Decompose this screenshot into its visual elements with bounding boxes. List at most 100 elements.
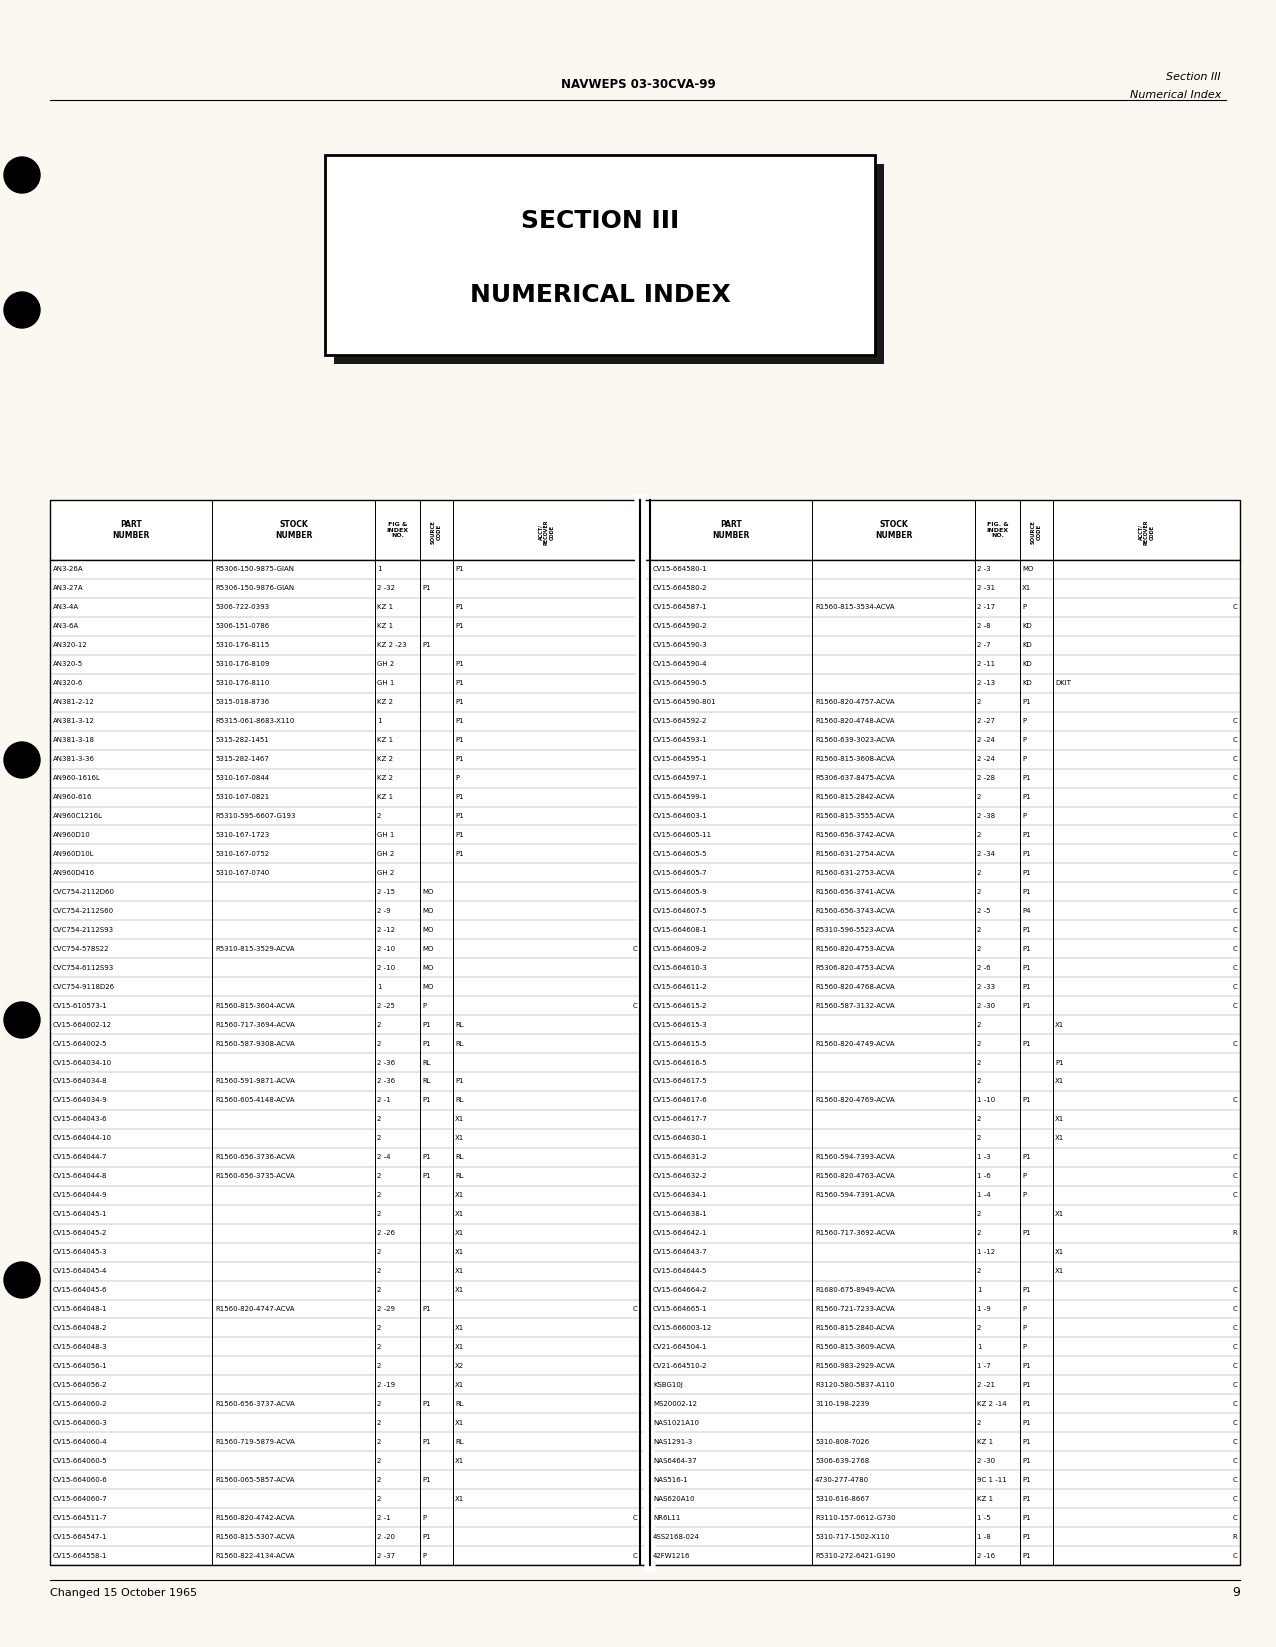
- Text: R5306-637-8475-ACVA: R5306-637-8475-ACVA: [815, 776, 894, 781]
- Text: 2 -1: 2 -1: [376, 1515, 390, 1520]
- Text: R1560-587-9308-ACVA: R1560-587-9308-ACVA: [214, 1041, 295, 1046]
- Text: RL: RL: [456, 1041, 463, 1046]
- Text: RL: RL: [456, 1097, 463, 1103]
- Text: 5310-167-0752: 5310-167-0752: [214, 851, 269, 856]
- Text: X1: X1: [456, 1420, 464, 1426]
- Text: RL: RL: [422, 1079, 430, 1084]
- Text: Numerical Index: Numerical Index: [1129, 91, 1221, 100]
- Text: AN960-616: AN960-616: [54, 794, 92, 800]
- Text: RL: RL: [456, 1155, 463, 1159]
- Text: X1: X1: [1055, 1021, 1064, 1028]
- Text: R1560-820-4749-ACVA: R1560-820-4749-ACVA: [815, 1041, 894, 1046]
- Text: 2 -24: 2 -24: [977, 756, 995, 763]
- Text: KD: KD: [1022, 642, 1032, 649]
- Text: X1: X1: [456, 1382, 464, 1388]
- Text: R1560-822-4134-ACVA: R1560-822-4134-ACVA: [214, 1553, 295, 1558]
- Text: C: C: [1233, 1192, 1236, 1199]
- Text: 1 -8: 1 -8: [977, 1533, 990, 1540]
- Text: R1560-605-4148-ACVA: R1560-605-4148-ACVA: [214, 1097, 295, 1103]
- Text: C: C: [1233, 907, 1236, 914]
- Text: NAVWEPS 03-30CVA-99: NAVWEPS 03-30CVA-99: [560, 79, 716, 92]
- Text: CVC754-6112S93: CVC754-6112S93: [54, 965, 115, 970]
- Text: AN960-1616L: AN960-1616L: [54, 776, 101, 781]
- Text: 2 -10: 2 -10: [376, 965, 396, 970]
- Text: P1: P1: [422, 1306, 430, 1313]
- Text: P: P: [422, 1515, 426, 1520]
- Text: GH 2: GH 2: [376, 870, 394, 876]
- Text: X1: X1: [1055, 1268, 1064, 1275]
- Text: C: C: [1233, 870, 1236, 876]
- Text: 2 -5: 2 -5: [977, 907, 990, 914]
- Text: 4730-277-4780: 4730-277-4780: [815, 1477, 869, 1482]
- Text: 2 -17: 2 -17: [977, 604, 995, 611]
- Text: R: R: [1233, 1533, 1236, 1540]
- Text: R5310-272-6421-G190: R5310-272-6421-G190: [815, 1553, 896, 1558]
- Text: 2: 2: [977, 1059, 981, 1066]
- Text: R1560-815-2840-ACVA: R1560-815-2840-ACVA: [815, 1324, 894, 1331]
- Text: C: C: [1233, 889, 1236, 894]
- Text: P1: P1: [1022, 1097, 1031, 1103]
- Text: CV15-664603-1: CV15-664603-1: [653, 814, 708, 819]
- Circle shape: [4, 1001, 40, 1038]
- Text: 2 -6: 2 -6: [977, 965, 990, 970]
- Text: X1: X1: [1022, 585, 1031, 591]
- Text: CV15-664590-4: CV15-664590-4: [653, 662, 707, 667]
- Text: X1: X1: [456, 1117, 464, 1122]
- Text: P1: P1: [1022, 1495, 1031, 1502]
- Text: R1560-065-5857-ACVA: R1560-065-5857-ACVA: [214, 1477, 295, 1482]
- Text: NR6L11: NR6L11: [653, 1515, 680, 1520]
- Text: STOCK
NUMBER: STOCK NUMBER: [274, 520, 313, 540]
- Text: 2: 2: [376, 1458, 382, 1464]
- Text: P1: P1: [1022, 1553, 1031, 1558]
- Text: 2 -8: 2 -8: [977, 623, 990, 629]
- Text: P: P: [1022, 1344, 1026, 1351]
- Text: MO: MO: [422, 907, 434, 914]
- Text: RL: RL: [456, 1402, 463, 1407]
- Text: 5310-808-7026: 5310-808-7026: [815, 1439, 869, 1444]
- Text: ACCT/
RECOVER
CODE: ACCT/ RECOVER CODE: [538, 519, 555, 545]
- Text: P1: P1: [422, 1097, 430, 1103]
- Text: CV15-664615-3: CV15-664615-3: [653, 1021, 708, 1028]
- Text: 2: 2: [376, 1192, 382, 1199]
- Text: CV15-664045-3: CV15-664045-3: [54, 1248, 107, 1255]
- Text: RL: RL: [456, 1439, 463, 1444]
- Text: P1: P1: [1022, 1533, 1031, 1540]
- Text: 2 -31: 2 -31: [977, 585, 995, 591]
- Text: CV15-664630-1: CV15-664630-1: [653, 1135, 708, 1141]
- Text: C: C: [1233, 832, 1236, 838]
- Text: ACCT/
RECOVER
CODE: ACCT/ RECOVER CODE: [1138, 519, 1155, 545]
- Text: CV15-664605-5: CV15-664605-5: [653, 851, 707, 856]
- Text: 1 -9: 1 -9: [977, 1306, 990, 1313]
- Text: P1: P1: [1022, 1420, 1031, 1426]
- Text: 2: 2: [376, 1477, 382, 1482]
- Text: C: C: [1233, 945, 1236, 952]
- Text: CV15-664056-1: CV15-664056-1: [54, 1364, 107, 1369]
- Text: R1560-820-4768-ACVA: R1560-820-4768-ACVA: [815, 983, 894, 990]
- Text: C: C: [1233, 1439, 1236, 1444]
- Text: CV15-664590-5: CV15-664590-5: [653, 680, 707, 687]
- Text: R1560-820-4748-ACVA: R1560-820-4748-ACVA: [815, 718, 894, 725]
- Text: CV15-664580-1: CV15-664580-1: [653, 567, 708, 573]
- Text: 2: 2: [376, 1248, 382, 1255]
- Text: R3120-580-5837-A110: R3120-580-5837-A110: [815, 1382, 894, 1388]
- Text: P1: P1: [1022, 983, 1031, 990]
- Text: R1560-656-3735-ACVA: R1560-656-3735-ACVA: [214, 1173, 295, 1179]
- Text: R1560-656-3741-ACVA: R1560-656-3741-ACVA: [815, 889, 894, 894]
- Text: 2 -36: 2 -36: [376, 1079, 396, 1084]
- Text: P1: P1: [1055, 1059, 1064, 1066]
- Text: P1: P1: [456, 794, 463, 800]
- Text: P1: P1: [456, 832, 463, 838]
- Text: CV15-664060-3: CV15-664060-3: [54, 1420, 107, 1426]
- Text: NAS620A10: NAS620A10: [653, 1495, 694, 1502]
- Text: R1560-815-3609-ACVA: R1560-815-3609-ACVA: [815, 1344, 894, 1351]
- Circle shape: [4, 743, 40, 777]
- Text: P1: P1: [1022, 1515, 1031, 1520]
- Text: CV15-664060-7: CV15-664060-7: [54, 1495, 107, 1502]
- Text: GH 2: GH 2: [376, 851, 394, 856]
- Text: 5310-167-0740: 5310-167-0740: [214, 870, 269, 876]
- Text: P1: P1: [1022, 870, 1031, 876]
- Text: P1: P1: [456, 604, 463, 611]
- Text: DKIT: DKIT: [1055, 680, 1071, 687]
- Text: R1560-815-3555-ACVA: R1560-815-3555-ACVA: [815, 814, 894, 819]
- Text: P1: P1: [1022, 1382, 1031, 1388]
